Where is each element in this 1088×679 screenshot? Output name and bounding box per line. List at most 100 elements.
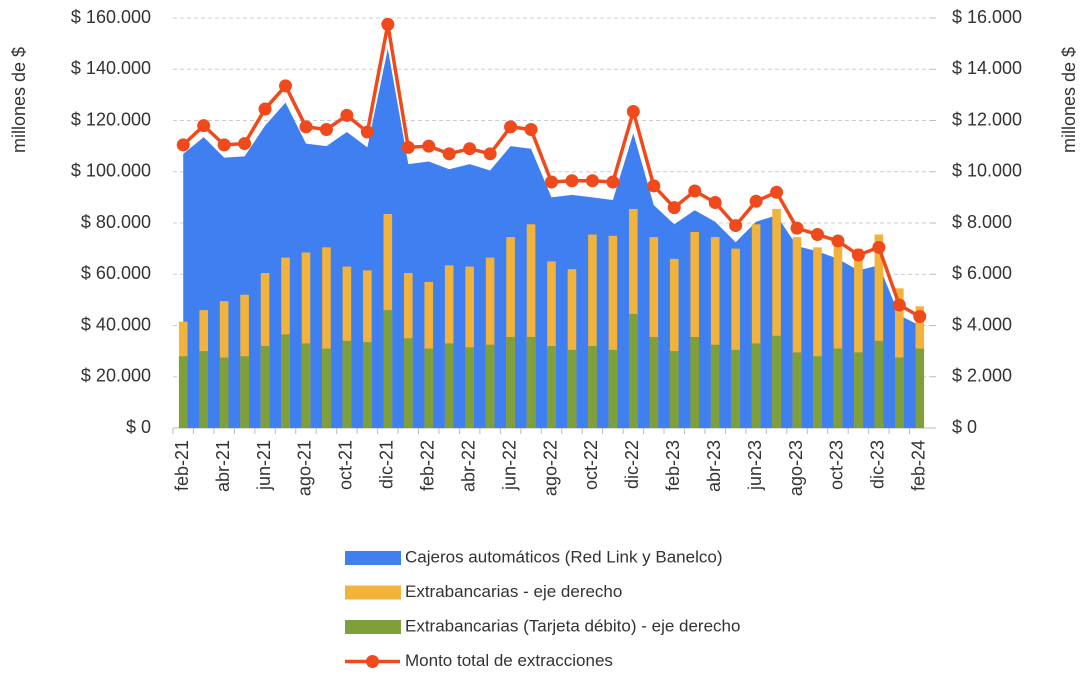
line-point xyxy=(688,184,702,198)
bar xyxy=(383,310,393,428)
bar xyxy=(506,337,515,428)
x-tick-label: jun-21 xyxy=(254,440,274,491)
bar xyxy=(710,237,720,428)
y-tick-label: $ 20.000 xyxy=(81,366,151,386)
line-point xyxy=(258,102,272,116)
y-tick-label: $ 140.000 xyxy=(71,58,151,78)
line-point xyxy=(279,79,293,93)
bar xyxy=(813,247,822,428)
bar xyxy=(895,357,904,428)
x-tick-label: oct-22 xyxy=(581,440,601,490)
y-tick-label: $ 80.000 xyxy=(81,212,151,232)
line-point xyxy=(483,147,497,161)
bar xyxy=(444,343,454,428)
x-tick-label: ago-21 xyxy=(295,440,315,496)
x-tick-label: jun-23 xyxy=(745,440,765,491)
y2-tick-label: $ 4.000 xyxy=(952,314,1012,334)
bar xyxy=(731,349,740,428)
bar xyxy=(608,349,618,428)
bar xyxy=(649,237,659,428)
line-point xyxy=(442,147,456,161)
line-point xyxy=(238,137,252,151)
line-point xyxy=(401,140,415,154)
x-tick-label: ago-22 xyxy=(540,440,560,496)
bar xyxy=(178,356,188,428)
bar xyxy=(526,337,536,428)
bar xyxy=(854,248,863,428)
y2-tick-label: $ 0 xyxy=(952,417,977,437)
bar xyxy=(833,348,843,428)
line-point xyxy=(524,122,538,136)
x-tick-label: abr-22 xyxy=(458,440,478,492)
y2-tick-label: $ 8.000 xyxy=(952,212,1012,232)
bar xyxy=(301,343,311,428)
y-tick-label: $ 0 xyxy=(126,417,151,437)
x-tick-label: dic-22 xyxy=(622,440,642,489)
bar xyxy=(813,356,822,428)
line-point xyxy=(667,201,681,215)
bar xyxy=(403,338,413,428)
legend-label: Cajeros automáticos (Red Link y Banelco) xyxy=(405,547,722,566)
line-point xyxy=(585,174,599,188)
bar xyxy=(690,231,700,428)
bar xyxy=(751,224,761,428)
bar xyxy=(465,347,474,428)
bar xyxy=(792,237,802,428)
line-point xyxy=(340,108,354,122)
legend-label: Monto total de extracciones xyxy=(405,651,613,670)
bar xyxy=(792,352,802,428)
line-point xyxy=(545,175,558,189)
line-point xyxy=(197,119,211,133)
line-point xyxy=(176,138,190,152)
y2-tick-label: $ 6.000 xyxy=(952,263,1012,283)
bar xyxy=(322,348,331,428)
line-point xyxy=(565,174,579,188)
y2-axis-title: millones de $ xyxy=(1059,47,1079,153)
bar xyxy=(915,348,925,428)
legend-swatch xyxy=(345,585,401,600)
x-tick-label: abr-21 xyxy=(213,440,233,492)
y-tick-label: $ 60.000 xyxy=(81,263,151,283)
bar xyxy=(669,258,679,428)
y-axis-title: millones de $ xyxy=(9,47,29,153)
bar xyxy=(506,237,515,428)
bar xyxy=(649,337,659,428)
bar xyxy=(219,357,229,428)
line-point xyxy=(708,196,722,209)
bar xyxy=(874,234,884,428)
line-point xyxy=(606,175,620,189)
x-tick-label: dic-23 xyxy=(868,440,888,489)
line-point xyxy=(810,228,824,242)
bar xyxy=(301,252,311,428)
x-tick-label: abr-23 xyxy=(704,440,724,492)
line-point xyxy=(872,240,886,254)
bar xyxy=(833,240,843,428)
bar xyxy=(567,269,577,428)
line-point xyxy=(319,122,333,136)
legend-label: Extrabancarias - eje derecho xyxy=(405,582,622,601)
bar xyxy=(874,340,884,428)
bar xyxy=(854,352,863,428)
x-tick-label: feb-23 xyxy=(663,440,683,491)
bar xyxy=(751,343,761,428)
bar xyxy=(710,344,720,428)
line-point xyxy=(913,310,927,324)
line-point xyxy=(626,105,640,119)
bar xyxy=(485,257,495,428)
x-tick-label: ago-23 xyxy=(786,440,806,496)
line-point xyxy=(851,248,865,262)
bar xyxy=(772,335,781,428)
x-tick-label: feb-21 xyxy=(172,440,192,491)
y2-tick-label: $ 2.000 xyxy=(952,366,1012,386)
y2-tick-label: $ 14.000 xyxy=(952,58,1022,78)
bar xyxy=(629,313,638,428)
line-point xyxy=(299,120,313,134)
y-tick-label: $ 160.000 xyxy=(71,7,151,27)
line-point xyxy=(831,234,845,248)
bar xyxy=(281,334,290,428)
bar xyxy=(322,247,331,428)
bar xyxy=(588,234,597,428)
bar xyxy=(485,344,495,428)
bar xyxy=(363,342,372,428)
